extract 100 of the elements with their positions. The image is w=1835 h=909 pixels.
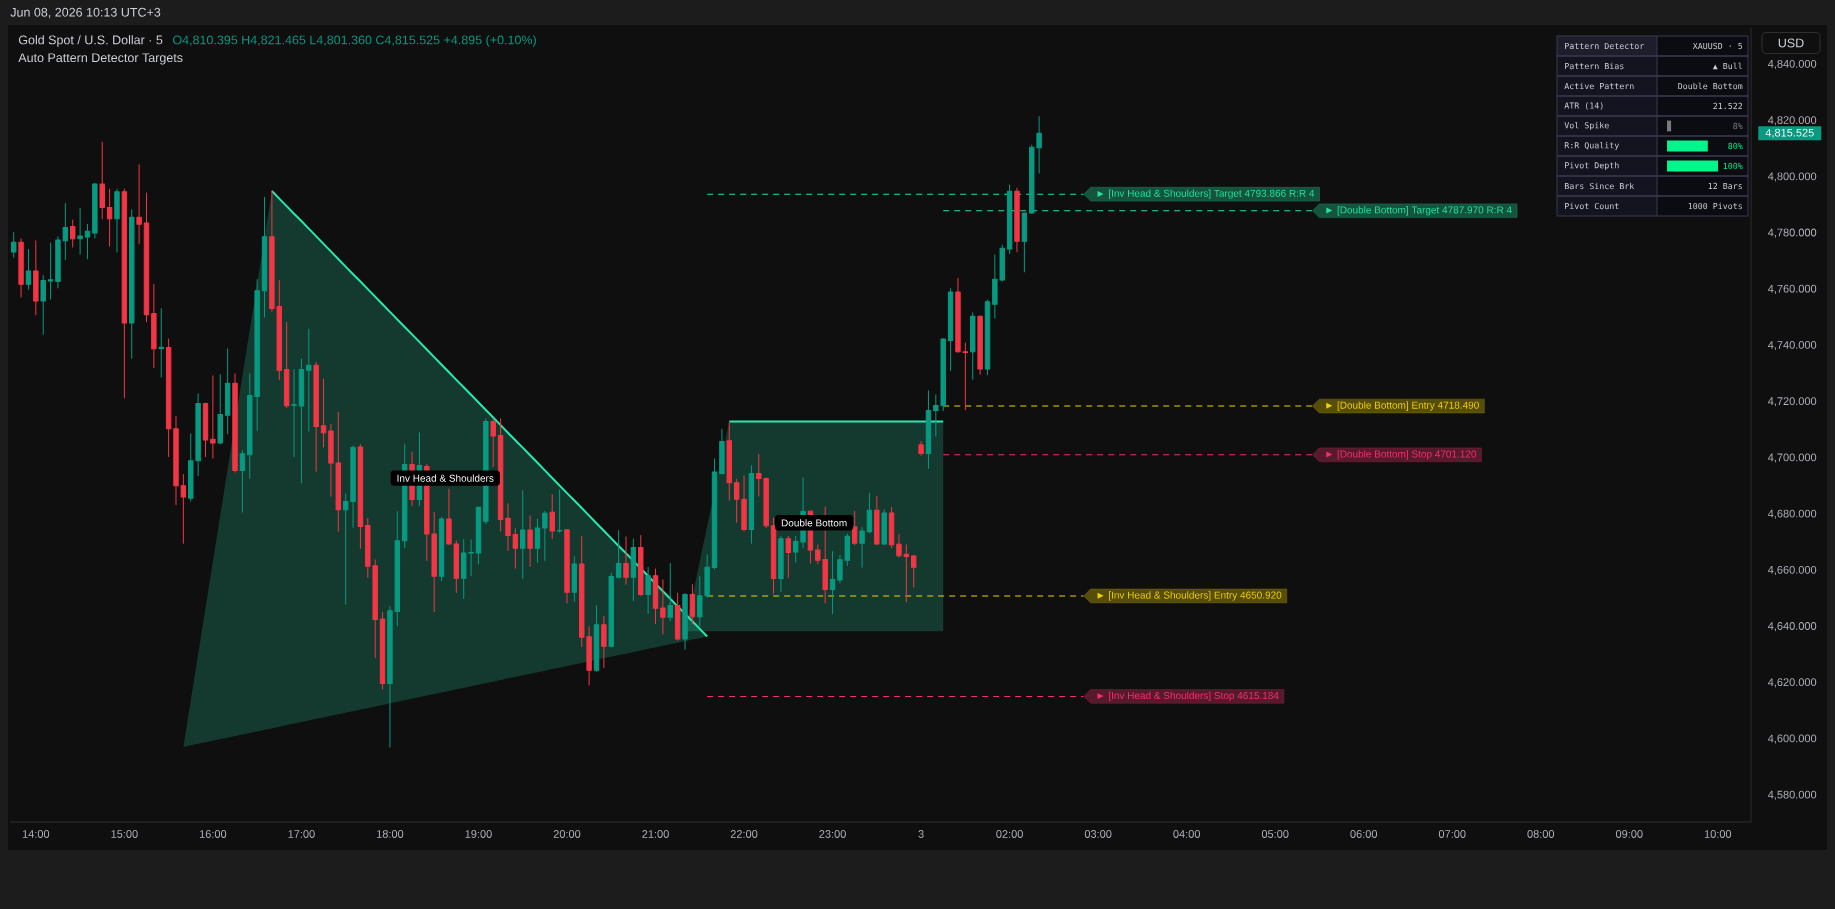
x-tick-label: 3 xyxy=(918,830,924,838)
candlestick xyxy=(748,465,755,544)
text: USD xyxy=(1778,38,1804,48)
candlestick xyxy=(106,188,113,247)
x-tick-label: 06:00 xyxy=(1350,830,1378,838)
y-tick-label: 4,640.000 xyxy=(1767,622,1817,632)
y-tick-label: 4,840.000 xyxy=(1767,59,1817,70)
candlestick xyxy=(158,307,164,378)
candlestick xyxy=(638,535,644,597)
x-tick-label: 15:00 xyxy=(111,830,138,838)
candlestick xyxy=(92,182,98,239)
text: XAUUSD · 5 xyxy=(1692,42,1743,50)
candlestick xyxy=(726,421,732,501)
candlestick xyxy=(239,449,246,513)
candlestick xyxy=(18,238,24,298)
data-label: 80% xyxy=(1728,142,1743,150)
candlestick xyxy=(84,223,91,260)
candlestick xyxy=(593,605,600,672)
candlestick xyxy=(313,361,319,472)
y-tick-label: 4,740.000 xyxy=(1767,341,1817,351)
candlestick xyxy=(47,242,54,300)
y-tick-label: 4,800.000 xyxy=(1767,172,1817,182)
candlestick xyxy=(719,428,725,475)
text: ▲ Bull xyxy=(1712,62,1742,70)
candlestick xyxy=(623,536,629,585)
annotation: Inv Head & Shoulders xyxy=(397,474,494,482)
y-tick-label: 4,720.000 xyxy=(1767,397,1817,407)
candlestick xyxy=(785,535,792,578)
candlestick xyxy=(129,209,135,359)
text: Gold Spot / U.S. Dollar · 5 xyxy=(18,35,163,47)
candlestick xyxy=(556,489,563,533)
text: 12 Bars xyxy=(1708,182,1742,190)
candlestick xyxy=(564,528,570,604)
x-tick-label: 22:00 xyxy=(730,830,758,838)
candlestick xyxy=(261,196,268,318)
candlestick xyxy=(910,554,917,588)
candlestick xyxy=(770,517,777,594)
series-label: ► [Double Bottom] Entry 4718.490 xyxy=(1326,401,1479,411)
candlestick xyxy=(1006,184,1013,254)
candlestick xyxy=(33,240,39,316)
candlestick xyxy=(143,192,150,323)
candlestick xyxy=(217,374,223,445)
y-tick-label: 4,580.000 xyxy=(1767,790,1817,800)
candlestick xyxy=(962,342,969,411)
text: 1000 Pivots xyxy=(1688,202,1742,210)
category-label: R:R Quality xyxy=(1564,141,1619,151)
candlestick xyxy=(984,299,991,376)
candlestick xyxy=(542,510,548,562)
candlestick xyxy=(291,368,297,458)
candlestick xyxy=(77,207,83,255)
category-label: Vol Spike xyxy=(1564,121,1609,131)
candlestick xyxy=(615,530,622,579)
candlestick xyxy=(165,338,172,458)
candlestick xyxy=(608,572,614,648)
candlestick xyxy=(955,277,961,353)
x-tick-label: 09:00 xyxy=(1615,830,1643,838)
text: 4,815.525 xyxy=(1765,128,1814,138)
candlestick xyxy=(121,188,128,399)
category-label: Pattern Detector xyxy=(1565,42,1644,50)
candlestick xyxy=(874,496,880,546)
candlestick xyxy=(70,219,76,248)
candlestick xyxy=(99,141,105,220)
candlestick xyxy=(881,509,887,546)
x-tick-label: 10:00 xyxy=(1704,830,1732,838)
candlestick xyxy=(40,274,46,335)
candlestick xyxy=(25,248,32,290)
candlestick xyxy=(379,611,386,690)
category-label: Bars Since Brk xyxy=(1564,182,1635,190)
x-tick-label: 03:00 xyxy=(1084,830,1112,838)
y-tick-label: 4,620.000 xyxy=(1767,678,1817,688)
category-label: Active Pattern xyxy=(1564,82,1634,90)
x-tick-label: 07:00 xyxy=(1438,830,1466,838)
candlestick xyxy=(682,592,688,650)
category-label: Pivot Count xyxy=(1565,202,1619,210)
candlestick xyxy=(918,440,924,456)
x-tick-label: 04:00 xyxy=(1173,830,1200,838)
y-tick-label: 4,660.000 xyxy=(1767,565,1817,575)
candlestick xyxy=(674,592,681,641)
x-tick-label: 19:00 xyxy=(465,830,492,838)
x-tick-label: 20:00 xyxy=(553,830,581,838)
x-tick-label: 18:00 xyxy=(377,830,404,838)
x-tick-label: 23:00 xyxy=(819,830,846,838)
candlestick xyxy=(667,562,673,622)
candlestick xyxy=(210,375,216,459)
candlestick xyxy=(851,510,858,546)
candlestick xyxy=(527,515,533,567)
series-label: ► [Double Bottom] Stop 4701.120 xyxy=(1326,450,1477,460)
x-tick-label: 02:00 xyxy=(996,830,1023,838)
text: Auto Pattern Detector Targets xyxy=(18,53,183,65)
candlestick xyxy=(660,579,666,635)
candlestick xyxy=(357,444,364,549)
candlestick xyxy=(733,478,740,523)
x-tick-label: 17:00 xyxy=(288,830,315,838)
x-tick-label: 05:00 xyxy=(1261,830,1289,838)
candlestick xyxy=(202,402,209,458)
candlestick xyxy=(1021,212,1028,273)
candlestick xyxy=(829,551,836,615)
x-tick-label: 21:00 xyxy=(642,830,669,838)
candlestick xyxy=(136,164,142,245)
series-label: ► [Double Bottom] Target 4787.970 R:R 4 xyxy=(1326,206,1512,216)
